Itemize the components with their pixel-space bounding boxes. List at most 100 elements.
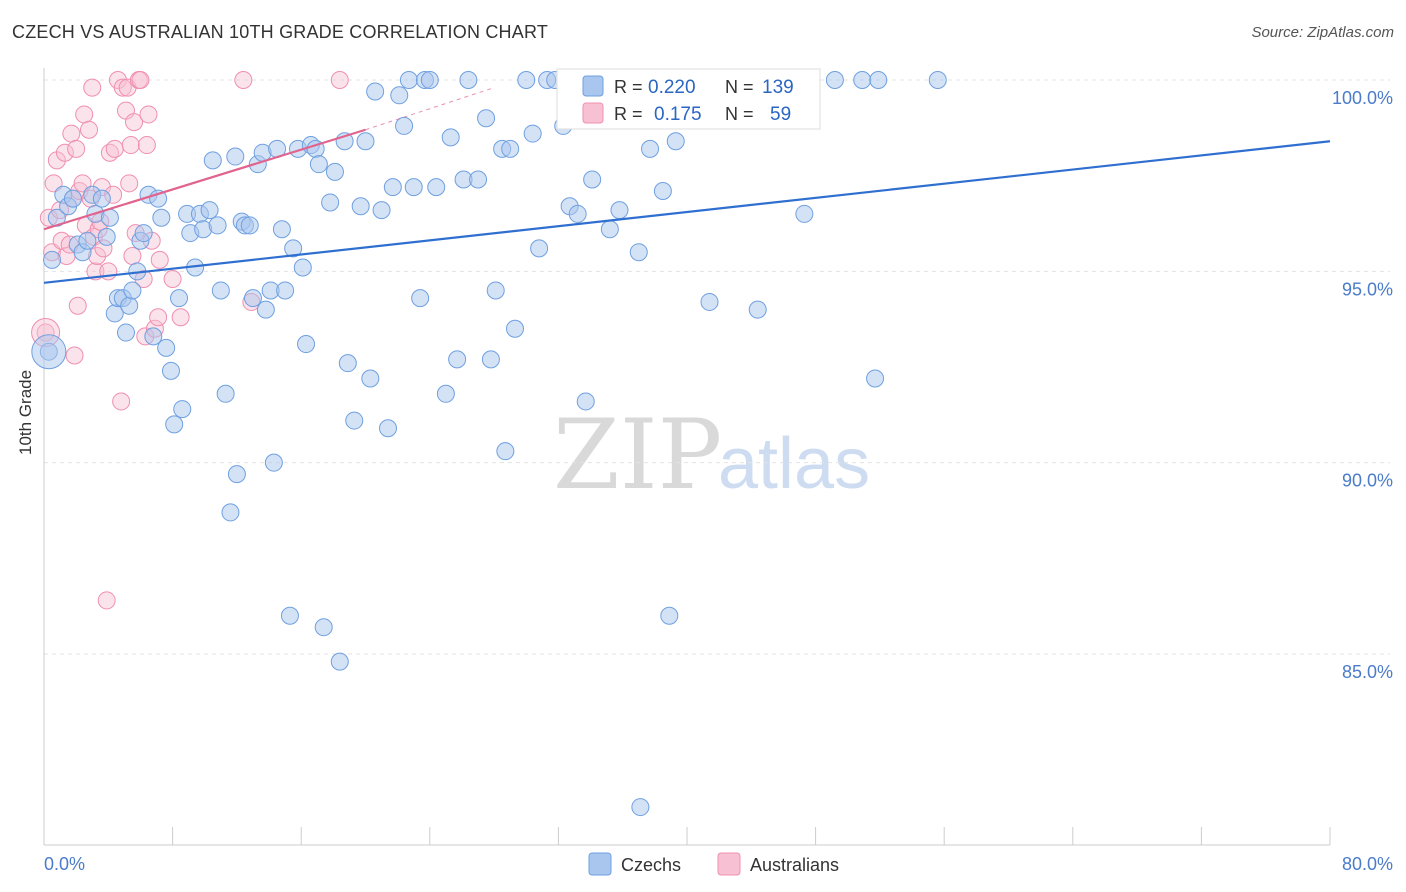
australian-point bbox=[125, 113, 144, 132]
czech-point bbox=[666, 132, 685, 151]
czech-point bbox=[161, 361, 180, 380]
czech-point bbox=[568, 204, 587, 223]
czech-point bbox=[496, 442, 515, 461]
australian-trend-extension bbox=[365, 87, 495, 131]
czech-point bbox=[486, 281, 505, 300]
czech-trend-line bbox=[43, 140, 1331, 284]
czech-point bbox=[641, 139, 660, 158]
czech-point bbox=[517, 71, 536, 89]
czech-point bbox=[583, 170, 602, 189]
series-legend: Czechs Australians bbox=[588, 852, 839, 876]
czech-point bbox=[272, 220, 291, 239]
czech-point bbox=[92, 189, 111, 208]
czech-point bbox=[395, 116, 414, 135]
czech-point bbox=[345, 411, 364, 430]
czech-point bbox=[240, 216, 259, 235]
czech-point bbox=[134, 224, 153, 243]
czech-point bbox=[501, 139, 520, 158]
legend-australians-icon bbox=[717, 852, 741, 876]
czech-point bbox=[366, 82, 385, 101]
australian-point bbox=[65, 346, 84, 365]
australian-point bbox=[330, 71, 349, 89]
australian-point bbox=[139, 105, 158, 124]
australian-r-value: 0.175 bbox=[654, 104, 702, 125]
czech-point bbox=[481, 350, 500, 369]
czech-point bbox=[280, 606, 299, 625]
czech-point bbox=[211, 281, 230, 300]
czech-point bbox=[825, 71, 844, 89]
australian-point bbox=[67, 139, 86, 158]
czech-point bbox=[284, 239, 303, 258]
x-tick-min: 0.0% bbox=[44, 854, 85, 874]
czech-point bbox=[97, 227, 116, 246]
czech-point bbox=[216, 384, 235, 403]
watermark-atlas: atlas bbox=[718, 424, 870, 504]
czech-point bbox=[448, 350, 467, 369]
czech-point bbox=[276, 281, 295, 300]
czech-point bbox=[411, 289, 430, 308]
czech-point bbox=[157, 338, 176, 357]
australian-point bbox=[149, 308, 168, 327]
czech-point bbox=[152, 208, 171, 227]
y-tick-label-3: 85.0% bbox=[1342, 662, 1393, 682]
czech-point bbox=[610, 201, 629, 220]
czech-point bbox=[203, 151, 222, 170]
australian-point bbox=[97, 591, 116, 610]
czech-point bbox=[200, 201, 219, 220]
czech-point bbox=[221, 503, 240, 522]
czech-point bbox=[427, 178, 446, 197]
czech-point bbox=[330, 652, 349, 671]
czech-point bbox=[383, 178, 402, 197]
czech-point bbox=[256, 300, 275, 319]
y-tick-labels: 100.0% 95.0% 90.0% 85.0% bbox=[1332, 88, 1393, 682]
source-label: Source: ZipAtlas.com bbox=[1251, 24, 1394, 41]
australian-trend-line bbox=[43, 128, 366, 231]
czech-point bbox=[173, 400, 192, 419]
czech-n-value: 139 bbox=[762, 77, 794, 98]
czech-point bbox=[441, 128, 460, 147]
czech-point bbox=[314, 618, 333, 637]
czech-point bbox=[297, 335, 316, 354]
czech-point bbox=[372, 201, 391, 220]
australian-point bbox=[112, 392, 131, 411]
czech-point bbox=[853, 71, 872, 89]
australian-point bbox=[163, 269, 182, 288]
x-tick-max: 80.0% bbox=[1342, 854, 1393, 874]
czech-point bbox=[165, 415, 184, 434]
czech-point bbox=[700, 292, 719, 311]
czech-point bbox=[78, 231, 97, 250]
czech-point bbox=[869, 71, 888, 89]
australian-point bbox=[150, 250, 169, 269]
czech-point bbox=[170, 289, 189, 308]
australian-point bbox=[137, 136, 156, 155]
czech-point bbox=[309, 155, 328, 174]
axes bbox=[43, 68, 1331, 846]
czech-point bbox=[31, 334, 67, 370]
australian-point bbox=[113, 78, 132, 97]
czech-point bbox=[116, 323, 135, 342]
czech-swatch-icon bbox=[582, 75, 604, 97]
czech-r-label: R = bbox=[614, 77, 643, 97]
y-tick-label-0: 100.0% bbox=[1332, 88, 1393, 108]
y-tick-label-1: 95.0% bbox=[1342, 279, 1393, 299]
czech-point bbox=[325, 162, 344, 181]
australian-point bbox=[83, 78, 102, 97]
australian-point bbox=[105, 139, 124, 158]
czech-point bbox=[530, 239, 549, 258]
czech-point bbox=[420, 71, 439, 89]
czech-point bbox=[505, 319, 524, 338]
czech-point bbox=[653, 181, 672, 200]
czech-r-value: 0.220 bbox=[648, 77, 696, 98]
australian-point bbox=[55, 143, 74, 162]
australian-point bbox=[121, 136, 140, 155]
czech-point bbox=[469, 170, 488, 189]
czech-point bbox=[477, 109, 496, 128]
australian-swatch-icon bbox=[582, 102, 604, 124]
czech-point bbox=[293, 258, 312, 277]
czech-point bbox=[208, 216, 227, 235]
czech-point bbox=[660, 606, 679, 625]
australian-point bbox=[44, 174, 63, 193]
australian-point bbox=[131, 71, 150, 89]
australian-point bbox=[73, 174, 92, 193]
australian-point bbox=[75, 105, 94, 124]
